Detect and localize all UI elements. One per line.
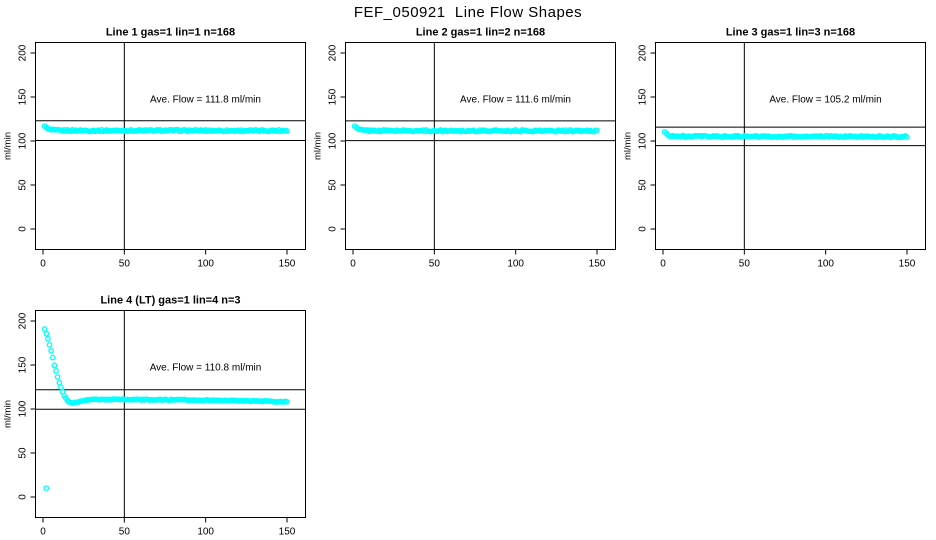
y-tick-label: 200 <box>328 44 339 61</box>
x-tick-label: 50 <box>429 259 441 270</box>
plot-box <box>655 42 926 250</box>
data-points <box>41 326 290 492</box>
x-tick-label: 50 <box>119 259 131 270</box>
x-tick-label: 100 <box>197 259 214 270</box>
data-point <box>43 330 50 337</box>
data-point <box>41 326 48 332</box>
plot-box <box>35 42 306 250</box>
panel-title: Line 3 gas=1 lin=3 n=168 <box>726 27 855 39</box>
data-point <box>58 384 64 390</box>
x-tick-label: 150 <box>279 527 296 538</box>
y-tick-label: 0 <box>18 494 29 500</box>
data-point <box>284 127 290 134</box>
x-tick-label: 150 <box>589 259 606 270</box>
y-tick-label: 0 <box>328 226 339 232</box>
y-tick-label: 200 <box>18 44 29 61</box>
data-point <box>53 368 59 374</box>
data-point <box>56 379 63 386</box>
data-point <box>594 127 600 134</box>
x-tick-label: 100 <box>817 259 834 270</box>
y-tick-label: 150 <box>18 88 29 105</box>
panel-title: Line 4 (LT) gas=1 lin=4 n=3 <box>100 295 240 307</box>
x-tick-label: 100 <box>507 259 524 270</box>
data-point <box>54 374 61 380</box>
y-tick-label: 150 <box>18 356 29 373</box>
y-tick-label: 100 <box>18 400 29 417</box>
x-tick-label: 100 <box>197 527 214 538</box>
panel-3: 0 50 100 150 0 50 100 150 200 ml/min Line 3 gas=1 … <box>623 27 926 270</box>
data-point <box>48 347 54 354</box>
x-tick-label: 50 <box>119 527 131 538</box>
y-tick-label: 200 <box>638 44 649 61</box>
data-points <box>661 129 910 141</box>
x-tick-label: 50 <box>739 259 751 270</box>
y-tick-label: 100 <box>18 132 29 149</box>
x-tick-label: 0 <box>350 259 356 270</box>
y-axis-label: ml/min <box>623 132 634 160</box>
x-tick-label: 150 <box>899 259 916 270</box>
panel-title: Line 1 gas=1 lin=1 n=168 <box>106 27 235 39</box>
data-point <box>45 335 51 342</box>
data-point <box>904 134 910 141</box>
panel-title: Line 2 gas=1 lin=2 n=168 <box>416 27 545 39</box>
y-tick-label: 150 <box>638 88 649 105</box>
y-axis-label: ml/min <box>3 132 14 160</box>
data-points <box>41 123 290 135</box>
x-tick-label: 0 <box>40 259 46 270</box>
x-tick-label: 0 <box>660 259 666 270</box>
data-point <box>284 398 290 405</box>
y-tick-label: 0 <box>18 226 29 232</box>
ave-flow-annotation: Ave. Flow = 111.6 ml/min <box>460 95 571 106</box>
panel-1: 0 50 100 150 0 50 100 150 200 ml/min Line 1 gas=1 … <box>3 27 306 270</box>
ave-flow-annotation: Ave. Flow = 105.2 ml/min <box>769 95 881 106</box>
x-tick-label: 0 <box>40 527 46 538</box>
y-tick-label: 50 <box>638 179 649 191</box>
chart-title: FEF_050921 Line Flow Shapes <box>353 4 583 21</box>
data-point <box>51 362 58 369</box>
data-points <box>351 123 600 135</box>
y-tick-label: 100 <box>638 132 649 149</box>
panel-2: 0 50 100 150 0 50 100 150 200 ml/min Line 2 gas=1 … <box>313 27 616 270</box>
y-tick-label: 100 <box>328 132 339 149</box>
y-axis-label: ml/min <box>3 400 14 428</box>
plot-box <box>35 310 306 518</box>
x-tick-label: 150 <box>279 259 296 270</box>
outlier-point <box>43 485 50 492</box>
panel-4: 0 50 100 150 0 50 100 150 200 ml/min Line 4 (LT) g… <box>3 295 306 538</box>
y-tick-label: 50 <box>328 179 339 191</box>
y-tick-label: 50 <box>18 179 29 191</box>
ave-flow-annotation: Ave. Flow = 111.8 ml/min <box>150 95 261 106</box>
plot-box <box>345 42 616 250</box>
ave-flow-annotation: Ave. Flow = 110.8 ml/min <box>150 363 262 374</box>
data-point <box>46 342 53 348</box>
y-tick-label: 50 <box>18 447 29 459</box>
y-tick-label: 150 <box>328 88 339 105</box>
y-axis-label: ml/min <box>313 132 324 160</box>
y-tick-label: 0 <box>638 226 649 232</box>
y-tick-label: 200 <box>18 312 29 329</box>
data-point <box>49 354 56 361</box>
